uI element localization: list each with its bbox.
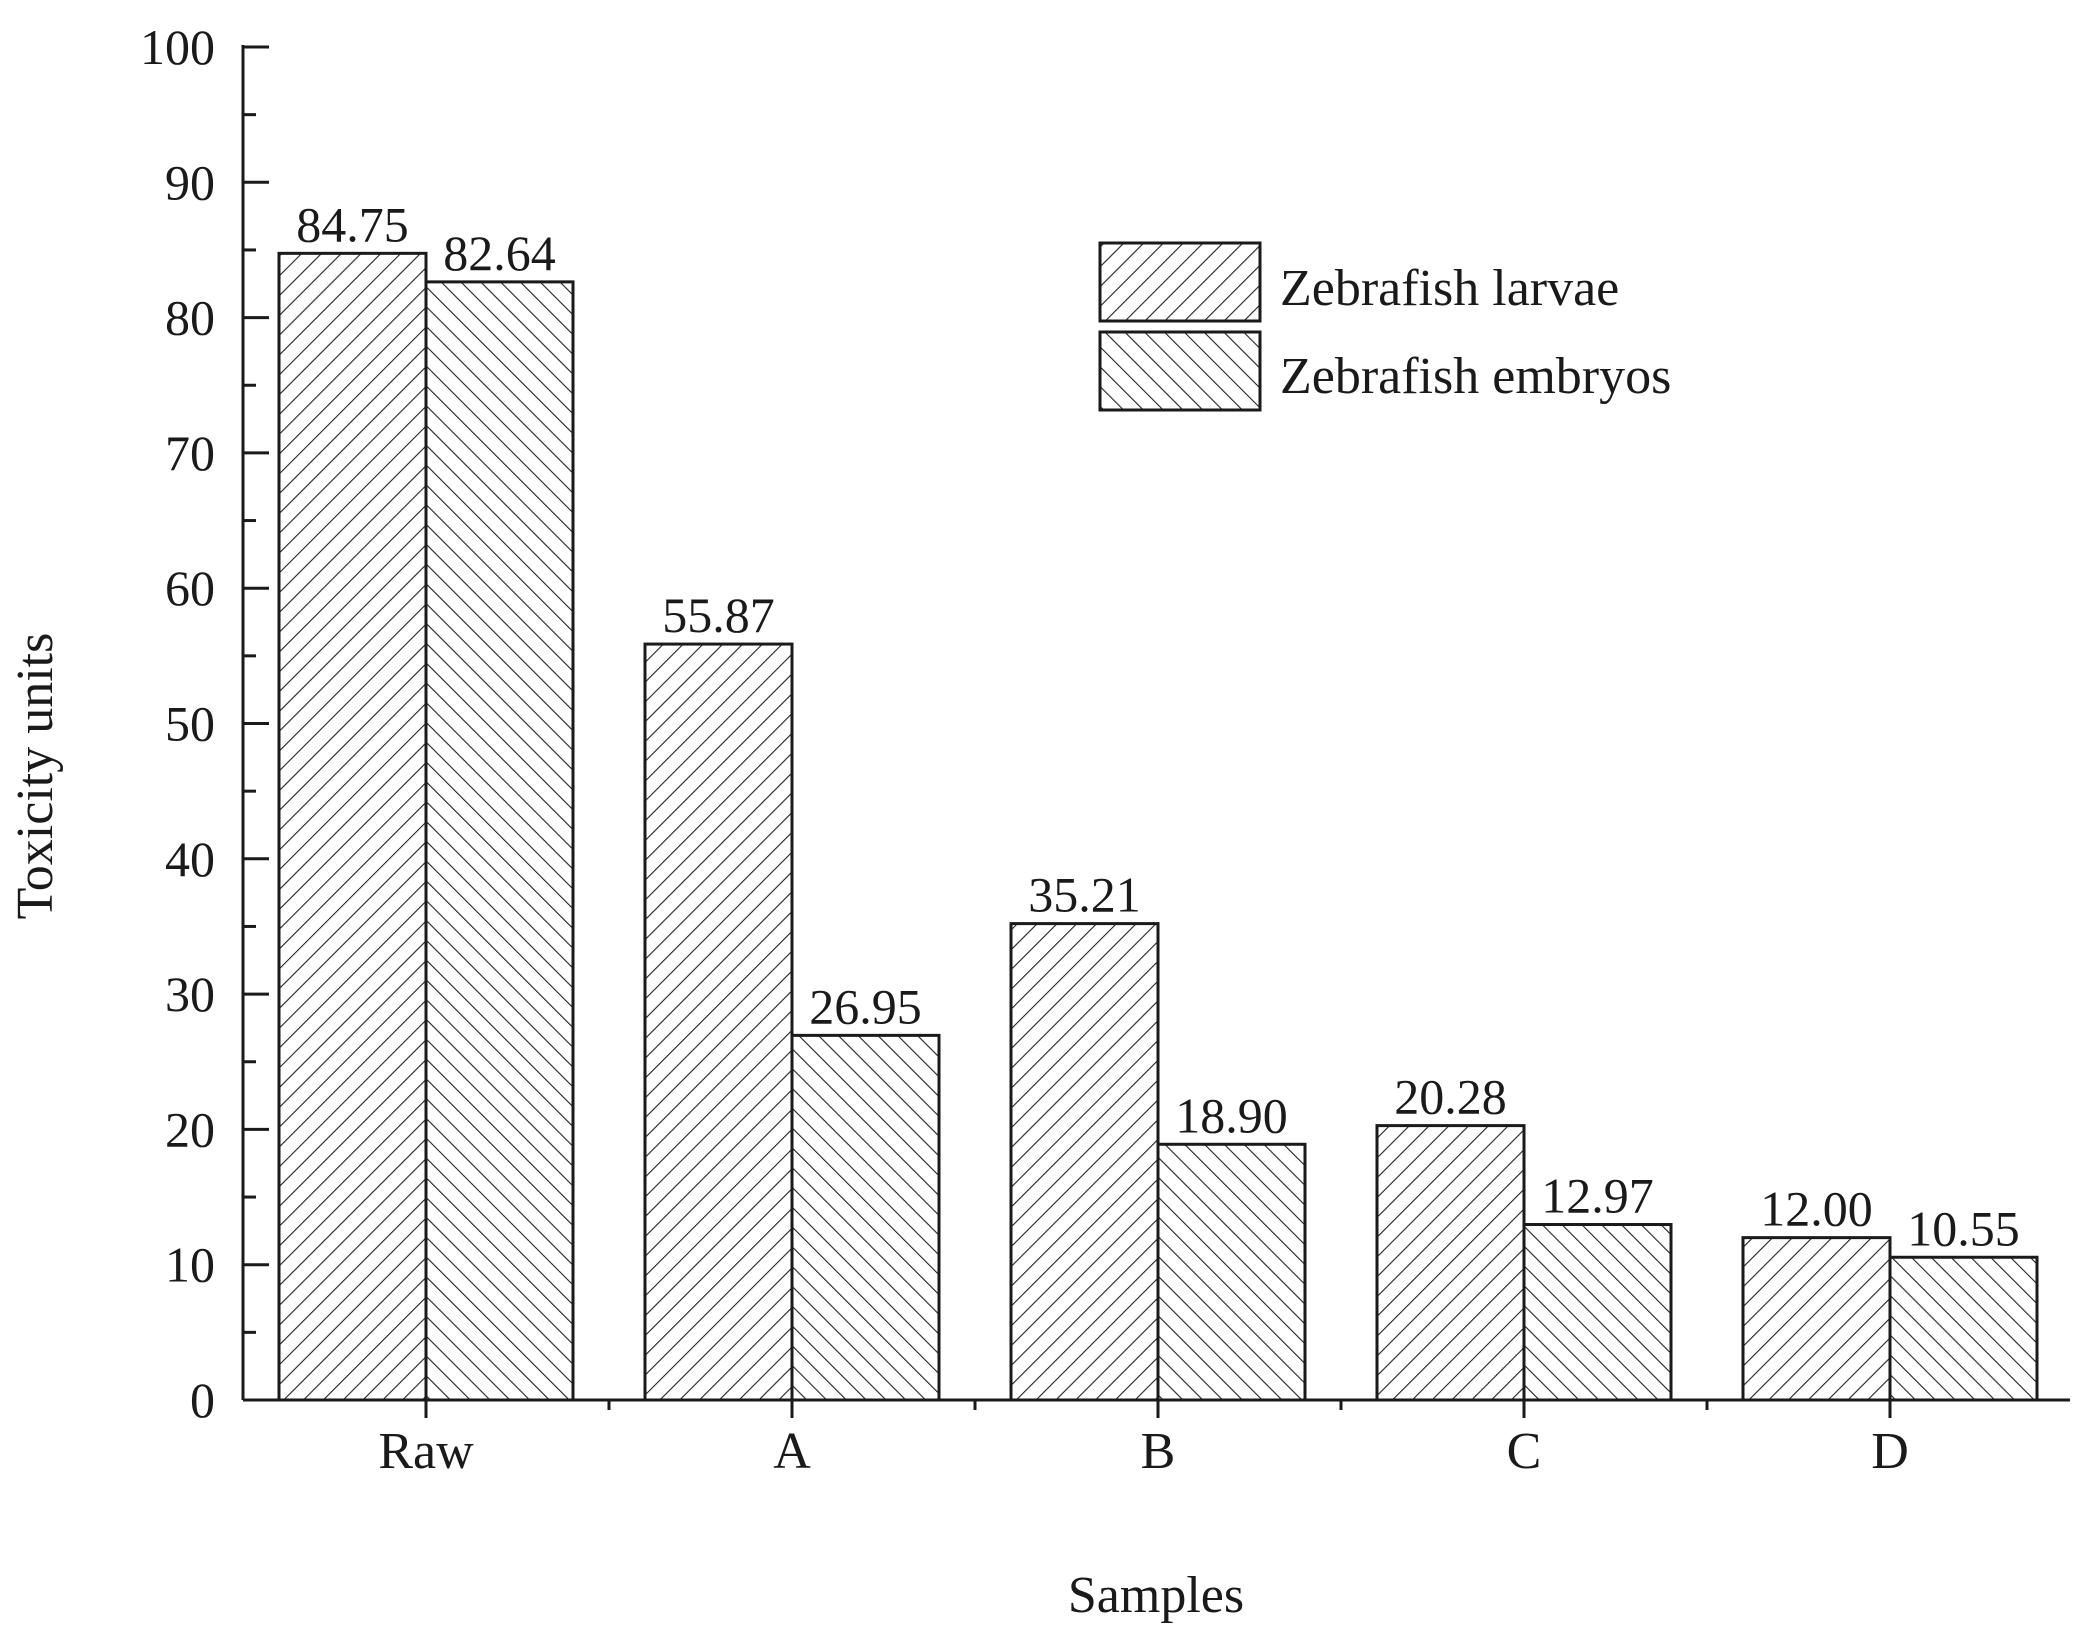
x-axis: Raw A B C D [243, 1398, 2070, 1480]
bar-embryos-raw [424, 280, 575, 1402]
data-label: 10.55 [1907, 1200, 2020, 1256]
y-tick-label: 60 [165, 560, 215, 616]
data-label: 12.00 [1760, 1181, 1873, 1237]
y-axis-title: Toxicity units [7, 633, 64, 920]
y-tick-label: 20 [165, 1101, 215, 1157]
x-tick-label: Raw [378, 1423, 474, 1480]
data-label: 18.90 [1175, 1087, 1288, 1143]
y-tick-label: 30 [165, 966, 215, 1022]
bar-larvae-b [1009, 922, 1160, 1402]
x-axis-title: Samples [1068, 1567, 1244, 1624]
y-tick-label: 0 [190, 1372, 215, 1428]
y-tick-label: 90 [165, 154, 215, 210]
bar-embryos-d [1888, 1255, 2039, 1402]
data-label: 55.87 [662, 587, 775, 643]
x-tick-label: D [1871, 1423, 1909, 1480]
y-tick-label: 50 [165, 696, 215, 752]
bar-larvae-c [1375, 1124, 1526, 1402]
legend-swatch-embryos [1098, 330, 1262, 412]
bar-larvae-raw [277, 251, 428, 1402]
x-tick-label: A [773, 1423, 811, 1480]
bar-embryos-a [790, 1033, 941, 1402]
bar-larvae-d [1741, 1236, 1892, 1402]
legend-label-embryos: Zebrafish embryos [1280, 348, 1671, 405]
data-label: 84.75 [296, 196, 409, 252]
bar-embryos-b [1156, 1142, 1307, 1402]
bar-larvae-a [643, 642, 794, 1402]
data-label: 82.64 [443, 225, 556, 281]
data-labels: 84.75 55.87 35.21 20.28 12.00 82.64 26.95 18.90… [296, 196, 2020, 1256]
bars [277, 251, 2039, 1402]
y-tick-label: 80 [165, 290, 215, 346]
y-tick-label: 40 [165, 831, 215, 887]
data-label: 12.97 [1541, 1168, 1654, 1224]
data-label: 26.95 [809, 978, 922, 1034]
y-tick-label: 70 [165, 425, 215, 481]
data-label: 20.28 [1394, 1069, 1507, 1125]
legend: Zebrafish larvae Zebrafish embryos [1098, 241, 1671, 412]
y-tick-label: 10 [165, 1237, 215, 1293]
y-axis: 0 10 20 30 40 50 60 70 80 90 100 [140, 19, 269, 1428]
y-tick-label: 100 [140, 19, 215, 75]
legend-label-larvae: Zebrafish larvae [1280, 260, 1619, 317]
x-tick-label: B [1141, 1423, 1176, 1480]
legend-swatch-larvae [1098, 241, 1262, 323]
data-label: 35.21 [1028, 867, 1141, 923]
bar-embryos-c [1522, 1223, 1673, 1402]
x-tick-label: C [1507, 1423, 1542, 1480]
